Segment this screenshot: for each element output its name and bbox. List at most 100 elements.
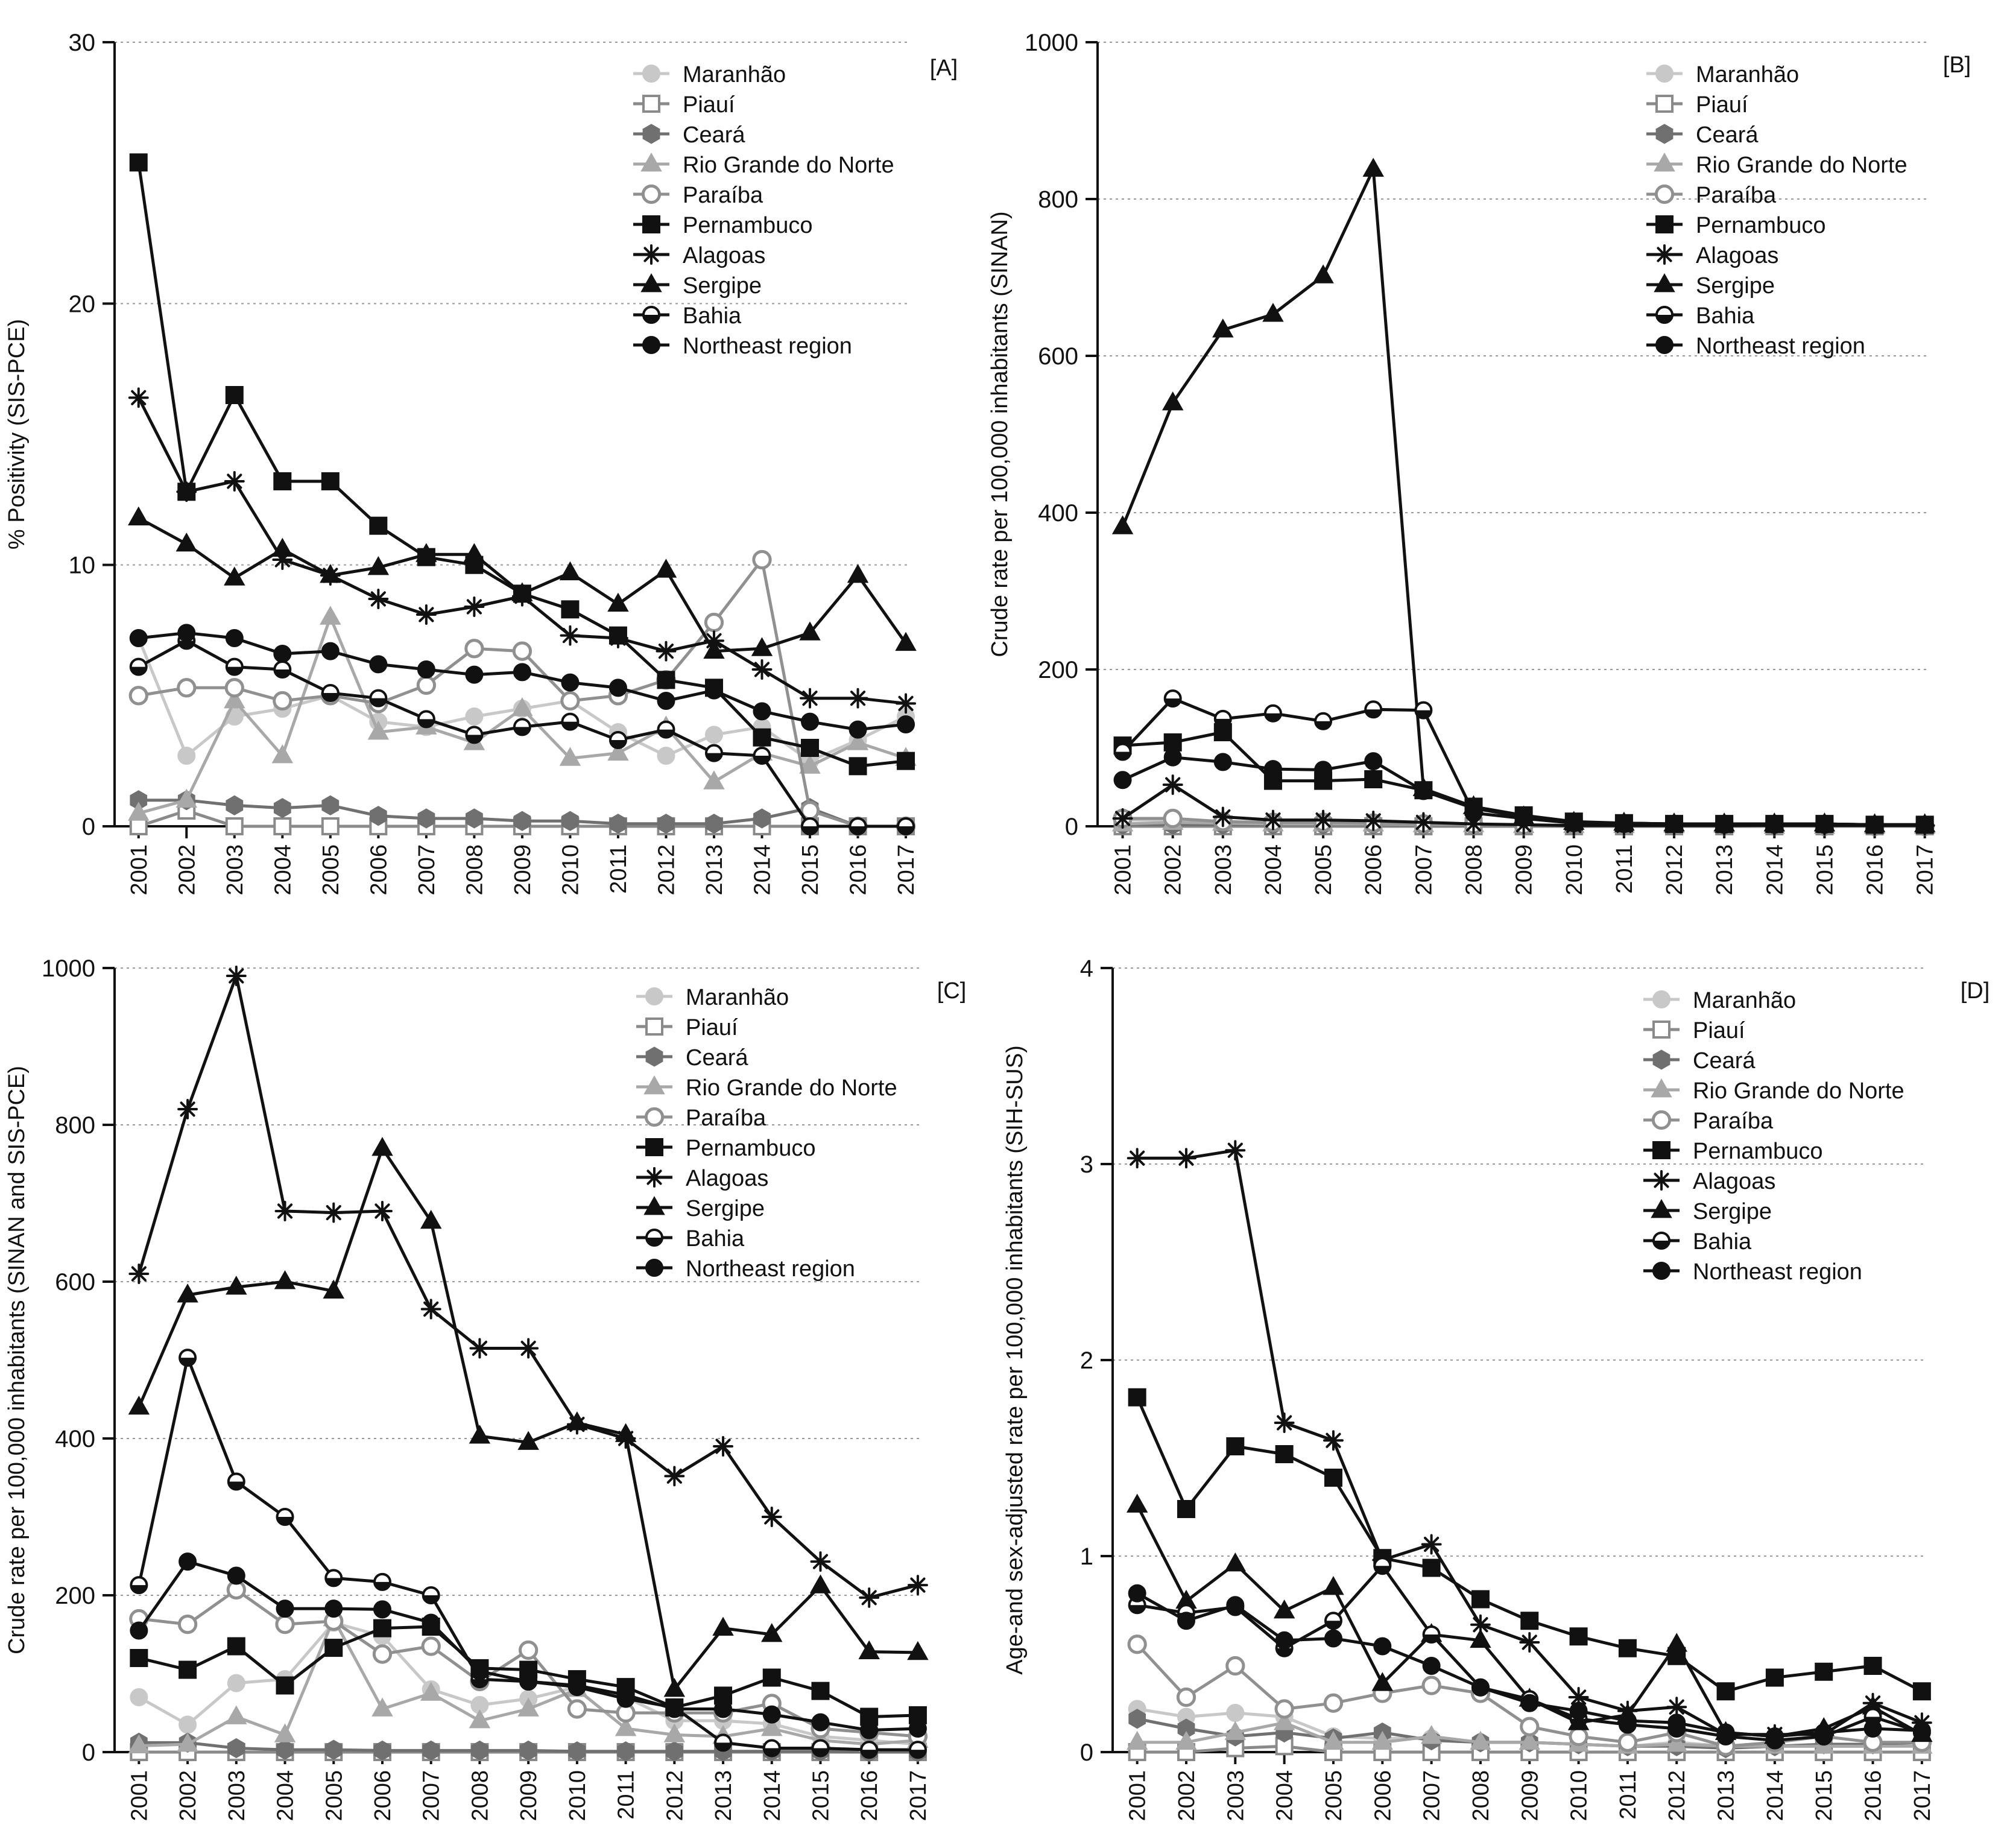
marker-half-fill [715,1742,732,1751]
series-rio-grande-do-norte [128,606,917,821]
marker-star-stroke [180,1101,195,1117]
y-tick-label: 1000 [1025,30,1078,56]
series-sergipe-point [761,1622,783,1642]
legend-entry-sergipe: Sergipe [1643,1198,1772,1224]
legend-swatch-marker [1655,306,1674,324]
series-paraiba-point [518,1640,539,1660]
legend-label: Maranhão [1696,62,1799,87]
legend-entry-alagoas: Alagoas [636,1166,768,1191]
x-tick-label: 2005 [1311,844,1336,896]
series-rio-grande-do-norte-point [511,697,533,717]
series-bahia-point [513,718,531,736]
legend-label: Northeast region [686,1256,855,1282]
legend-label: Rio Grande do Norte [1693,1078,1904,1104]
marker-star-stroke [1215,809,1231,824]
series-paraiba-point [1617,1732,1638,1752]
series-paraiba-point [372,1644,393,1664]
series-alagoas-point [713,1436,733,1457]
series-sergipe-point [1312,264,1334,283]
x-tick-label: 2002 [174,844,200,896]
series-alagoas-point [226,966,247,986]
marker-star-stroke [1365,813,1381,829]
marker-half-fill [131,1585,147,1593]
series-bahia-point [276,1508,294,1526]
series-paraiba-point [177,1614,198,1634]
y-tick-label: 10 [69,552,96,579]
series-sergipe-point [1666,1633,1687,1652]
series-bahia-point [417,710,435,729]
series-alagoas-point [800,688,820,709]
series-alagoas-point [1363,810,1384,831]
series-sergipe-line [137,1147,918,1691]
marker-star-stroke [861,1590,877,1606]
legend-swatch-marker [645,987,663,1005]
x-tick-label: 2008 [462,844,487,896]
series-rio-grande-do-norte-point [224,689,245,709]
series-bahia-point [227,1472,245,1491]
series-pernambuco-point [276,1676,294,1695]
y-tick-label: 0 [82,1739,95,1766]
series-sergipe-point [655,559,677,578]
series-northeast-region-point [1226,1596,1245,1615]
y-tick-label: 600 [1038,343,1078,370]
series-ceara-point [617,1741,634,1762]
marker-half-fill [374,1581,390,1590]
series-northeast-region-point [373,1600,391,1619]
series-rio-grande-do-norte-point [799,755,821,774]
marker-half-fill [277,1517,293,1525]
series-rio-grande-do-norte-point [420,1682,442,1701]
series-northeast-region-point [1422,1657,1441,1675]
x-tick-label: 2002 [1161,844,1186,896]
marker-half-fill [754,756,770,764]
x-tick-label: 2004 [273,1770,299,1821]
y-axis-title: Crude rate per 100,000 inhabitants (SINA… [4,1066,30,1654]
legend-entry-maranhao: Maranhão [636,985,789,1010]
x-tick-label: 2008 [1468,1770,1494,1821]
panel-label: [D] [1961,978,1990,1004]
series-northeast-region-point [1863,1720,1882,1738]
series-rio-grande-do-norte-point [847,731,869,750]
series-bahia-point [561,712,580,731]
legend-entry-rio-grande-do-norte: Rio Grande do Norte [633,152,894,178]
marker-half-fill [706,753,722,761]
marker-star-stroke [375,1203,390,1219]
marker-star-stroke [1277,1415,1292,1431]
legend-label: Pernambuco [686,1136,815,1161]
marker-star-stroke [179,484,194,499]
x-tick-label: 2015 [798,844,823,896]
series-northeast-region-point [860,1721,879,1739]
series-pernambuco-point [811,1682,830,1700]
y-axis-title: Age-and sex-adjusted rate per 100,000 in… [1002,1045,1028,1674]
y-tick-label: 800 [55,1112,95,1139]
legend-label: Rio Grande do Norte [683,153,894,178]
legend-entry-alagoas: Alagoas [1646,243,1778,268]
series-northeast-region-point [1569,1701,1588,1720]
marker-half-fill [1315,721,1332,729]
series-rio-grande-do-norte-point [1126,1730,1148,1750]
y-tick-label: 400 [1038,500,1078,527]
x-tick-label: 2014 [1762,844,1787,896]
series-pernambuco-point [373,1619,391,1638]
marker-star-stroke [646,1169,662,1185]
marker-star-stroke [1114,811,1131,826]
legend-entry-northeast-region: Northeast region [636,1256,855,1282]
series-paraiba-point [704,612,724,633]
series-paraiba-point [421,1636,441,1656]
legend-entry-rio-grande-do-norte: Rio Grande do Norte [636,1075,897,1101]
legend-entry-ceara: Ceará [633,122,745,148]
series-bahia-point [1373,1557,1392,1575]
marker-half-fill [1325,1621,1341,1629]
series-bahia-point [801,817,820,835]
series-sergipe-point [323,1279,344,1299]
series-ceara-point [227,1738,245,1759]
series-northeast-region-point [1665,815,1684,834]
legend-entry-rio-grande-do-norte: Rio Grande do Norte [1646,152,1907,178]
y-tick-label: 2 [1080,1347,1093,1374]
series-pernambuco-point [1863,1657,1882,1675]
series-northeast-region-point [801,712,820,731]
series-bahia-point [321,684,340,702]
marker-half-fill [418,719,434,727]
series-northeast-region-point [1520,1694,1539,1712]
marker-half-fill [326,1578,342,1586]
series-northeast-region-point [753,702,771,721]
